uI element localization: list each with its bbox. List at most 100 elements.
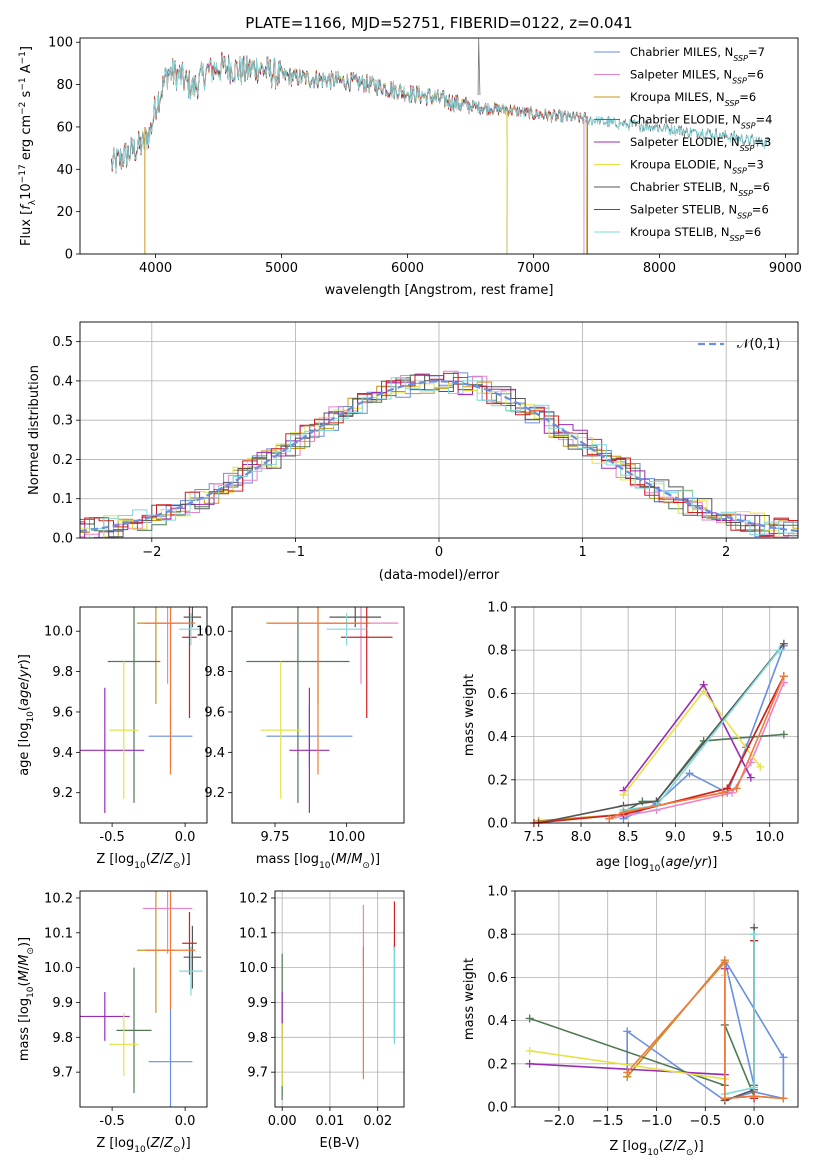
mass-vs-ebv-panel: 0.00 0.01 0.02 9.7 9.8 9.9 10.0 10.1 10.2 E(B-V): [239, 890, 405, 1151]
weight-marker: [623, 1068, 632, 1077]
weight-marker: [779, 1053, 788, 1062]
spectrum-line: [111, 52, 588, 254]
spectrum-panel: 4000 5000 6000 7000 8000 9000 0 20 40 60 80 100 PLAT…: [18, 14, 802, 298]
gaussian-curve: [80, 380, 798, 533]
weight-marker: [750, 1092, 759, 1101]
weight-marker: [756, 762, 765, 771]
x-tick-label: 0.0: [744, 1114, 765, 1129]
weight-line: [538, 643, 785, 823]
x-tick-label: 9000: [769, 261, 802, 276]
weight-marker: [775, 646, 784, 655]
y-tick-label: 10.2: [239, 891, 268, 906]
y-tick-label: 0.4: [52, 374, 73, 389]
y-tick-label: 20: [56, 205, 73, 220]
mass-vs-z-panel: -0.5 0.0 9.7 9.8 9.9 10.0 10.1 10.2 Z [log10(Z/Z…: [17, 890, 208, 1155]
y-tick-label: 0.8: [487, 644, 508, 659]
x-tick-label: 10.0: [755, 830, 784, 845]
x-axis-label: Z [log10(Z/Z⊙)]: [96, 1136, 190, 1155]
x-tick-label: 8.5: [618, 830, 639, 845]
spectrum-line: [111, 55, 508, 254]
x-tick-label: −2.0: [543, 1114, 575, 1129]
y-axis-label: mass weight: [462, 958, 477, 1040]
x-tick-label: −1.5: [592, 1114, 624, 1129]
y-tick-label: 0.2: [487, 1057, 508, 1072]
y-tick-label: 100: [48, 36, 73, 51]
x-tick-label: -0.5: [99, 830, 124, 845]
x-tick-label: 0: [435, 545, 443, 560]
y-tick-label: 0.2: [52, 453, 73, 468]
axes-frame: [231, 606, 405, 824]
y-tick-label: 0.4: [487, 730, 508, 745]
legend-label: Kroupa STELIB, NSSP=6: [630, 225, 761, 243]
x-tick-label: 9.0: [665, 830, 686, 845]
weight-marker: [750, 930, 759, 939]
x-tick-label: 0.01: [315, 1114, 344, 1129]
weight-line: [626, 959, 785, 1102]
x-tick-label: −1.0: [641, 1114, 673, 1129]
y-tick-label: 10.0: [44, 625, 73, 640]
axes-frame: [514, 890, 799, 1108]
x-tick-label: −1: [286, 545, 305, 560]
weight-marker: [699, 687, 708, 696]
weight-marker: [779, 672, 788, 681]
axes-frame: [79, 890, 208, 1108]
axes-frame: [79, 37, 799, 255]
legend-label: Salpeter STELIB, NSSP=6: [630, 203, 769, 221]
y-tick-label: 10.0: [239, 961, 268, 976]
mass-weight-vs-age-panel: 7.5 8.0 8.5 9.0 9.5 10.0 0.0 0.2 0.4 0.6 0.8 1.0 age…: [462, 601, 799, 874]
legend-label: Kroupa ELODIE, NSSP=3: [630, 158, 764, 176]
y-tick-label: 80: [56, 78, 73, 93]
weight-marker: [525, 1014, 534, 1023]
weight-line: [724, 927, 755, 1102]
y-tick-label: 9.7: [52, 1066, 73, 1081]
legend-label: Chabrier ELODIE, NSSP=4: [630, 113, 772, 131]
x-tick-label: 6000: [391, 261, 424, 276]
axes-frame: [79, 321, 799, 539]
weight-marker: [746, 773, 755, 782]
y-axis-label: Normed distribution: [27, 365, 42, 495]
y-tick-label: 9.6: [204, 705, 225, 720]
y-tick-label: 9.4: [204, 746, 225, 761]
y-tick-label: 9.2: [52, 786, 73, 801]
weight-line: [626, 957, 755, 1100]
legend-label: Salpeter ELODIE, NSSP=3: [630, 135, 771, 153]
x-tick-label: 4000: [139, 261, 172, 276]
weight-marker: [619, 790, 628, 799]
x-tick-label: -0.5: [99, 1114, 124, 1129]
x-tick-label: 8.0: [571, 830, 592, 845]
x-tick-label: 1: [578, 545, 586, 560]
residuals-panel: −2 −1 0 1 2 0.0 0.1 0.2 0.3 0.4 0.5 (data-model)/er…: [27, 321, 799, 583]
y-tick-label: 10.0: [44, 961, 73, 976]
y-tick-label: 9.4: [52, 746, 73, 761]
spectrum-line: [111, 55, 770, 173]
mass-weight-vs-z-panel: −2.0 −1.5 −1.0 −0.5 0.0 0.0 0.2 0.4 0.6 0.8 1.0 Z […: [462, 885, 799, 1158]
y-tick-label: 0.2: [487, 773, 508, 788]
axes-frame: [79, 606, 208, 824]
weight-marker: [779, 1094, 788, 1103]
y-tick-label: 9.8: [52, 1031, 73, 1046]
y-tick-label: 0.0: [487, 817, 508, 832]
y-tick-label: 1.0: [487, 601, 508, 616]
weight-marker: [779, 639, 788, 648]
legend-label: Salpeter MILES, NSSP=6: [630, 68, 764, 86]
weight-marker: [605, 814, 614, 823]
spectrum-line: [111, 51, 585, 254]
weight-marker: [685, 769, 694, 778]
y-tick-label: 0.8: [487, 928, 508, 943]
y-axis-label: mass weight: [462, 674, 477, 756]
weight-marker: [750, 1083, 759, 1092]
legend-label: Chabrier STELIB, NSSP=6: [630, 180, 770, 198]
weight-marker: [732, 784, 741, 793]
y-tick-label: 0.5: [52, 335, 73, 350]
y-tick-label: 60: [56, 120, 73, 135]
x-axis-label: wavelength [Angstrom, rest frame]: [325, 283, 554, 298]
weight-marker: [638, 797, 647, 806]
y-tick-label: 0.0: [487, 1101, 508, 1116]
legend-label: 𝒩(0,1): [737, 337, 780, 352]
y-tick-label: 10.0: [196, 625, 225, 640]
legend-label: Chabrier MILES, NSSP=7: [630, 45, 765, 63]
y-tick-label: 9.2: [204, 786, 225, 801]
y-tick-label: 0.6: [487, 687, 508, 702]
x-tick-label: 0.0: [175, 830, 196, 845]
